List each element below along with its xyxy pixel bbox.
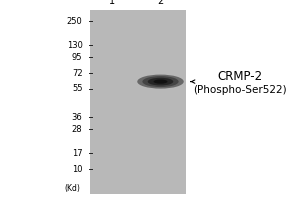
Text: 130: 130 — [67, 40, 82, 49]
Text: 250: 250 — [67, 17, 82, 25]
Text: 95: 95 — [72, 52, 83, 62]
Text: 2: 2 — [158, 0, 164, 6]
Ellipse shape — [142, 76, 178, 87]
Text: 10: 10 — [72, 164, 83, 173]
Text: 1: 1 — [110, 0, 116, 6]
Text: CRMP-2: CRMP-2 — [218, 70, 262, 83]
Ellipse shape — [154, 79, 167, 84]
Text: 17: 17 — [72, 148, 83, 158]
Bar — [90, 10, 186, 194]
Text: 28: 28 — [72, 124, 83, 134]
Ellipse shape — [137, 75, 184, 89]
Text: (Phospho-Ser522): (Phospho-Ser522) — [193, 85, 287, 95]
Text: 36: 36 — [72, 112, 83, 121]
Text: 72: 72 — [72, 68, 83, 77]
Ellipse shape — [148, 78, 173, 85]
Text: 55: 55 — [72, 84, 83, 93]
Text: (Kd): (Kd) — [64, 184, 80, 194]
